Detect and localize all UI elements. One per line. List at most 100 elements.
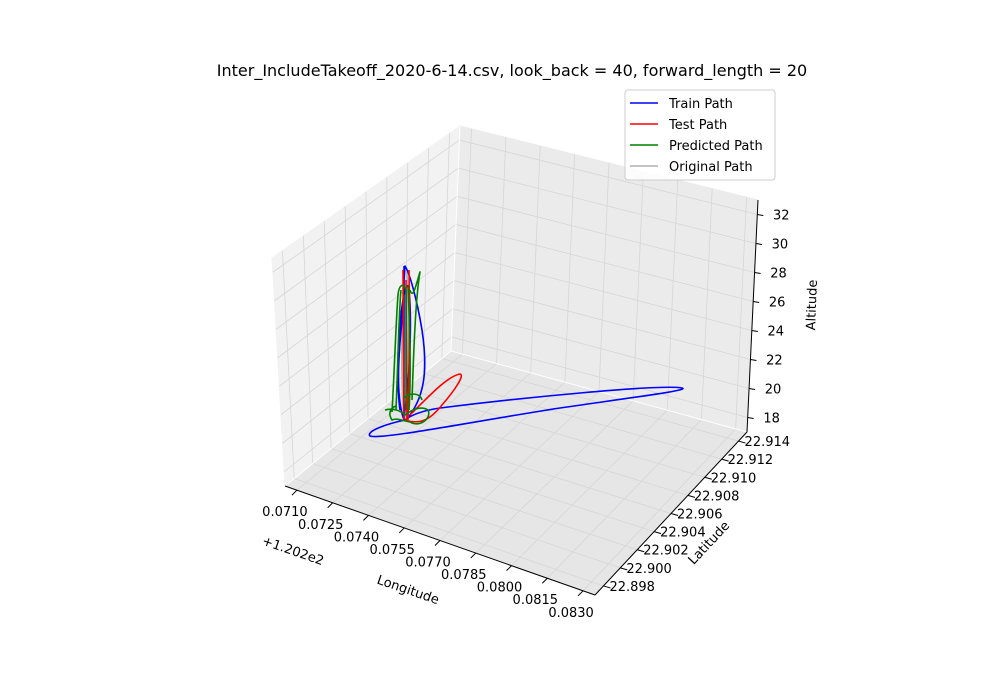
legend-label: Train Path bbox=[668, 97, 733, 112]
x-tick-label: 0.0725 bbox=[298, 518, 344, 533]
x-tick-label: 0.0815 bbox=[513, 593, 559, 608]
y-tick-mark bbox=[721, 458, 729, 462]
y-tick-mark bbox=[653, 531, 662, 535]
x-tick-mark bbox=[541, 577, 548, 584]
series-predicted-path bbox=[384, 271, 430, 425]
z-grid-line bbox=[453, 280, 751, 360]
z-grid-line bbox=[452, 308, 750, 389]
z-tick-label: 18 bbox=[763, 412, 780, 427]
z-grid-line-left bbox=[282, 308, 453, 444]
x-tick-mark bbox=[577, 590, 584, 597]
y-tick-label: 22.910 bbox=[711, 471, 757, 486]
z-tick-mark bbox=[751, 330, 758, 332]
x-tick-mark bbox=[363, 514, 369, 521]
x-axis-offset-label: +1.202e2 bbox=[260, 534, 326, 569]
y-grid-line-left bbox=[422, 147, 430, 374]
y-grid-line bbox=[330, 448, 638, 551]
y-grid-line bbox=[441, 358, 739, 442]
x-axis-label: Longitude bbox=[375, 573, 441, 608]
y-tick-label: 22.908 bbox=[694, 489, 740, 504]
y-tick-label: 22.914 bbox=[745, 435, 791, 450]
x-tick-mark bbox=[327, 502, 334, 509]
legend-label: Predicted Path bbox=[669, 139, 763, 154]
y-grid-line-left bbox=[441, 133, 450, 359]
x-tick-label: 0.0755 bbox=[369, 543, 415, 558]
y-tick-mark bbox=[670, 513, 679, 516]
z-grid-line-left bbox=[280, 280, 455, 416]
z-tick-label: 20 bbox=[765, 383, 782, 398]
y-tick-label: 22.902 bbox=[643, 544, 689, 559]
x-tick-mark bbox=[291, 489, 298, 496]
y-grid-line bbox=[349, 433, 655, 532]
y-tick-mark bbox=[620, 567, 628, 571]
z-tick-label: 28 bbox=[770, 267, 787, 282]
x-grid-line-back bbox=[496, 137, 507, 364]
z-grid-line-left bbox=[274, 167, 459, 302]
z-tick-mark bbox=[747, 417, 754, 419]
y-tick-label: 22.900 bbox=[626, 562, 672, 577]
z-axis-label: Altitude bbox=[804, 279, 821, 330]
legend-box bbox=[624, 89, 776, 181]
z-tick-label: 32 bbox=[773, 209, 790, 224]
z-tick-mark bbox=[757, 214, 764, 216]
z-tick-mark bbox=[753, 301, 760, 303]
z-tick-mark bbox=[750, 359, 757, 361]
z-grid-line-left bbox=[277, 224, 457, 359]
legend-label: Test Path bbox=[668, 118, 727, 133]
z-grid-line-left bbox=[283, 336, 452, 473]
z-grid-line bbox=[457, 195, 755, 273]
z-grid-line bbox=[458, 167, 757, 244]
x-tick-label: 0.0740 bbox=[334, 530, 380, 545]
z-tick-label: 26 bbox=[769, 296, 786, 311]
z-tick-label: 22 bbox=[766, 354, 783, 369]
x-grid-line-back bbox=[701, 188, 713, 420]
z-tick-label: 24 bbox=[768, 325, 785, 340]
y-tick-label: 22.912 bbox=[728, 453, 774, 468]
y-grid-line-left bbox=[323, 221, 332, 449]
x-tick-mark bbox=[398, 527, 405, 534]
legend-label: Original Path bbox=[669, 160, 753, 175]
grid-lines bbox=[272, 128, 758, 592]
y-tick-label: 22.898 bbox=[609, 580, 655, 595]
y-grid-line-left bbox=[282, 250, 295, 479]
y-grid-line bbox=[367, 418, 672, 514]
x-grid-line-back bbox=[564, 154, 576, 383]
x-grid-line-back bbox=[735, 197, 747, 429]
chart-title: Inter_IncludeTakeoff_2020-6-14.csv, look… bbox=[217, 61, 807, 81]
y-grid-line bbox=[423, 373, 722, 460]
y-tick-label: 22.904 bbox=[660, 526, 706, 541]
x-tick-mark bbox=[470, 552, 477, 559]
z-grid-line bbox=[459, 139, 758, 215]
y-grid-line-left bbox=[302, 235, 314, 464]
y-tick-mark bbox=[637, 549, 645, 553]
x-grid-line-back bbox=[666, 180, 679, 411]
y-tick-mark bbox=[603, 585, 611, 589]
z-grid-line-left bbox=[272, 139, 460, 273]
x-grid-line-back bbox=[598, 162, 610, 392]
x-tick-mark bbox=[434, 540, 441, 546]
x-tick-label: 0.0770 bbox=[405, 556, 451, 571]
x-tick-label: 0.0800 bbox=[477, 581, 523, 596]
y-tick-mark bbox=[738, 440, 746, 444]
z-grid-line bbox=[451, 336, 748, 418]
z-grid-line-left bbox=[275, 195, 458, 330]
series-test-path bbox=[402, 269, 462, 423]
y-tick-mark bbox=[687, 494, 696, 498]
y-grid-line bbox=[294, 478, 604, 587]
y-grid-line bbox=[404, 388, 705, 478]
x-grid-line-back bbox=[632, 171, 644, 401]
z-grid-line bbox=[454, 252, 752, 331]
y-grid-line-left bbox=[365, 191, 369, 419]
y-grid-line bbox=[386, 403, 689, 496]
legend: Train Path Test Path Predicted Path Origina… bbox=[624, 89, 776, 181]
y-tick-mark bbox=[704, 476, 712, 480]
series-train-path bbox=[368, 265, 684, 438]
x-grid-line-back bbox=[461, 128, 472, 355]
x-tick-mark bbox=[506, 565, 512, 572]
data-paths bbox=[368, 265, 684, 438]
y-grid-line bbox=[312, 463, 621, 569]
x-grid-line-back bbox=[530, 145, 541, 373]
z-tick-mark bbox=[748, 388, 756, 390]
x-tick-label: 0.0830 bbox=[548, 606, 594, 621]
z-grid-line bbox=[455, 224, 754, 302]
